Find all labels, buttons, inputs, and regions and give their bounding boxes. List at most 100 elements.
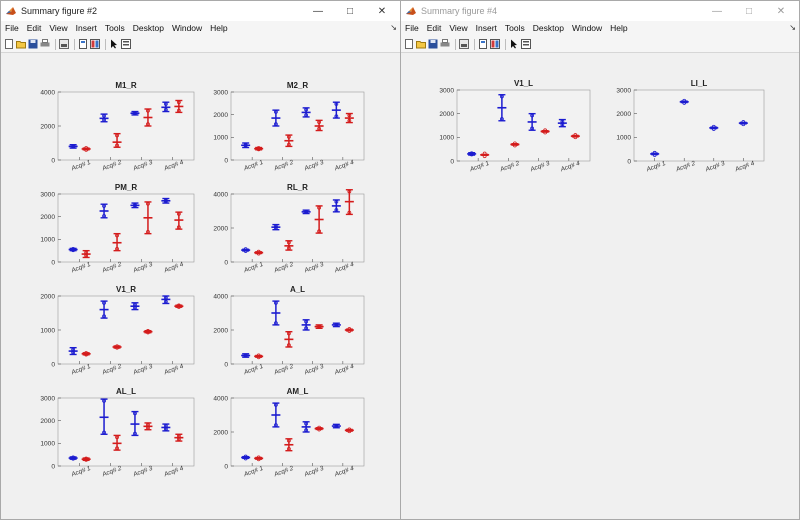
errorbar-red-4[interactable] [344,427,354,434]
errorbar-red-4[interactable] [344,327,354,333]
new-file-icon[interactable] [4,39,14,49]
errorbar-blue-4[interactable] [161,101,171,113]
errorbar-blue-2[interactable] [679,98,689,105]
print-preview-icon[interactable] [59,39,69,49]
title-bar[interactable]: Summary figure #2 — □ ✕ [1,1,400,21]
axes-li-l[interactable]: LI_L 0 1000 2000 3000 Acq# 1 Acq# 2 Acq# 3 Acq# … [616,79,765,174]
errorbar-red-1[interactable] [81,146,91,152]
errorbar-blue-2[interactable] [99,398,109,435]
errorbar-red-3[interactable] [314,205,324,234]
errorbar-red-3[interactable] [143,108,153,127]
pin-menu-icon[interactable]: ↘ [390,23,397,32]
errorbar-blue-2[interactable] [271,402,281,428]
errorbar-red-3[interactable] [540,128,550,135]
close-icon[interactable]: ✕ [377,5,387,17]
menu-desktop[interactable]: Desktop [532,23,564,33]
errorbar-blue-4[interactable] [331,423,341,429]
axes-pm-r[interactable]: PM_R 0 1000 2000 3000 Acq# 1 Acq# 2 Acq# 3 Acq# … [40,183,195,275]
axes-m1-r[interactable]: M1_R 0 2000 4000 Acq# 1 Acq# 2 Acq# 3 Acq# 4 [40,81,195,173]
errorbar-blue-1[interactable] [241,353,251,358]
pin-menu-icon[interactable]: ↘ [789,23,796,32]
errorbar-blue-4[interactable] [557,118,567,128]
errorbar-blue-4[interactable] [161,197,171,204]
errorbar-red-2[interactable] [284,240,294,251]
save-icon[interactable] [28,39,38,49]
errorbar-blue-3[interactable] [301,421,311,433]
errorbar-blue-3[interactable] [709,124,719,131]
errorbar-red-4[interactable] [174,433,184,442]
errorbar-blue-1[interactable] [68,143,78,149]
errorbar-red-1[interactable] [81,456,91,462]
errorbar-red-4[interactable] [570,133,580,140]
print-icon[interactable] [440,39,450,49]
new-file-icon[interactable] [404,39,414,49]
save-icon[interactable] [428,39,438,49]
axes-am-l[interactable]: AM_L 0 2000 4000 Acq# 1 Acq# 2 Acq# 3 Acq# 4 [213,387,365,479]
errorbar-red-3[interactable] [314,425,324,432]
errorbar-blue-2[interactable] [271,223,281,231]
menu-file[interactable]: File [5,23,19,33]
link-plot-icon[interactable] [78,39,88,49]
axes-v1-l[interactable]: V1_L 0 1000 2000 3000 Acq# 1 Acq# 2 Acq# 3 Acq# … [439,79,591,174]
errorbar-red-2[interactable] [112,132,122,148]
errorbar-blue-1[interactable] [241,247,251,253]
close-icon[interactable]: ✕ [776,5,786,17]
errorbar-blue-2[interactable] [99,300,109,319]
errorbar-blue-2[interactable] [271,109,281,127]
property-editor-icon[interactable] [121,39,131,49]
axes-m2-r[interactable]: M2_R 0 1000 2000 3000 Acq# 1 Acq# 2 Acq# 3 Acq# … [213,81,365,173]
errorbar-blue-3[interactable] [301,319,311,331]
errorbar-red-4[interactable] [174,211,184,230]
figure-window-4[interactable]: Summary figure #4 — □ ✕ File Edit View I… [400,0,800,520]
menu-help[interactable]: Help [210,23,228,33]
errorbar-red-2[interactable] [510,141,520,148]
axes-rl-r[interactable]: RL_R 0 2000 4000 Acq# 1 Acq# 2 Acq# 3 Acq# 4 [213,183,365,275]
errorbar-blue-3[interactable] [130,302,140,311]
errorbar-blue-1[interactable] [68,346,78,356]
maximize-icon[interactable]: □ [745,5,753,17]
errorbar-red-1[interactable] [254,353,264,360]
maximize-icon[interactable]: □ [346,5,354,17]
errorbar-blue-4[interactable] [331,101,341,119]
errorbar-red-1[interactable] [254,249,264,256]
errorbar-red-1[interactable] [480,151,490,159]
menu-insert[interactable]: Insert [75,23,97,33]
menu-edit[interactable]: Edit [426,23,442,33]
open-folder-icon[interactable] [16,39,26,49]
errorbar-red-1[interactable] [254,146,264,152]
errorbar-red-1[interactable] [81,249,91,259]
menu-edit[interactable]: Edit [26,23,42,33]
errorbar-blue-1[interactable] [650,150,660,157]
link-plot-icon[interactable] [478,39,488,49]
menu-tools[interactable]: Tools [504,23,525,33]
errorbar-blue-4[interactable] [161,423,171,432]
errorbar-red-4[interactable] [174,303,184,309]
errorbar-red-2[interactable] [284,331,294,348]
errorbar-blue-3[interactable] [130,110,140,116]
errorbar-red-2[interactable] [112,434,122,451]
errorbar-red-2[interactable] [112,232,122,252]
open-folder-icon[interactable] [416,39,426,49]
errorbar-red-3[interactable] [143,329,153,335]
errorbar-red-3[interactable] [314,119,324,132]
errorbar-red-3[interactable] [143,422,153,431]
errorbar-red-4[interactable] [344,112,354,124]
errorbar-blue-2[interactable] [99,203,109,219]
insert-colorbar-icon[interactable] [90,39,100,49]
errorbar-blue-4[interactable] [331,199,341,213]
menu-view[interactable]: View [49,23,68,33]
minimize-icon[interactable]: — [712,5,722,17]
figure-window-2[interactable]: Summary figure #2 — □ ✕ File Edit View I… [0,0,401,520]
errorbar-blue-4[interactable] [738,120,748,127]
errorbar-blue-4[interactable] [331,322,341,328]
menu-window[interactable]: Window [171,23,203,33]
errorbar-red-3[interactable] [143,201,153,235]
errorbar-blue-2[interactable] [497,94,507,122]
errorbar-blue-3[interactable] [130,202,140,209]
cursor-icon[interactable] [109,39,119,49]
errorbar-red-1[interactable] [81,351,91,357]
property-editor-icon[interactable] [521,39,531,49]
errorbar-blue-4[interactable] [161,295,171,305]
minimize-icon[interactable]: — [313,5,323,17]
menu-window[interactable]: Window [571,23,603,33]
